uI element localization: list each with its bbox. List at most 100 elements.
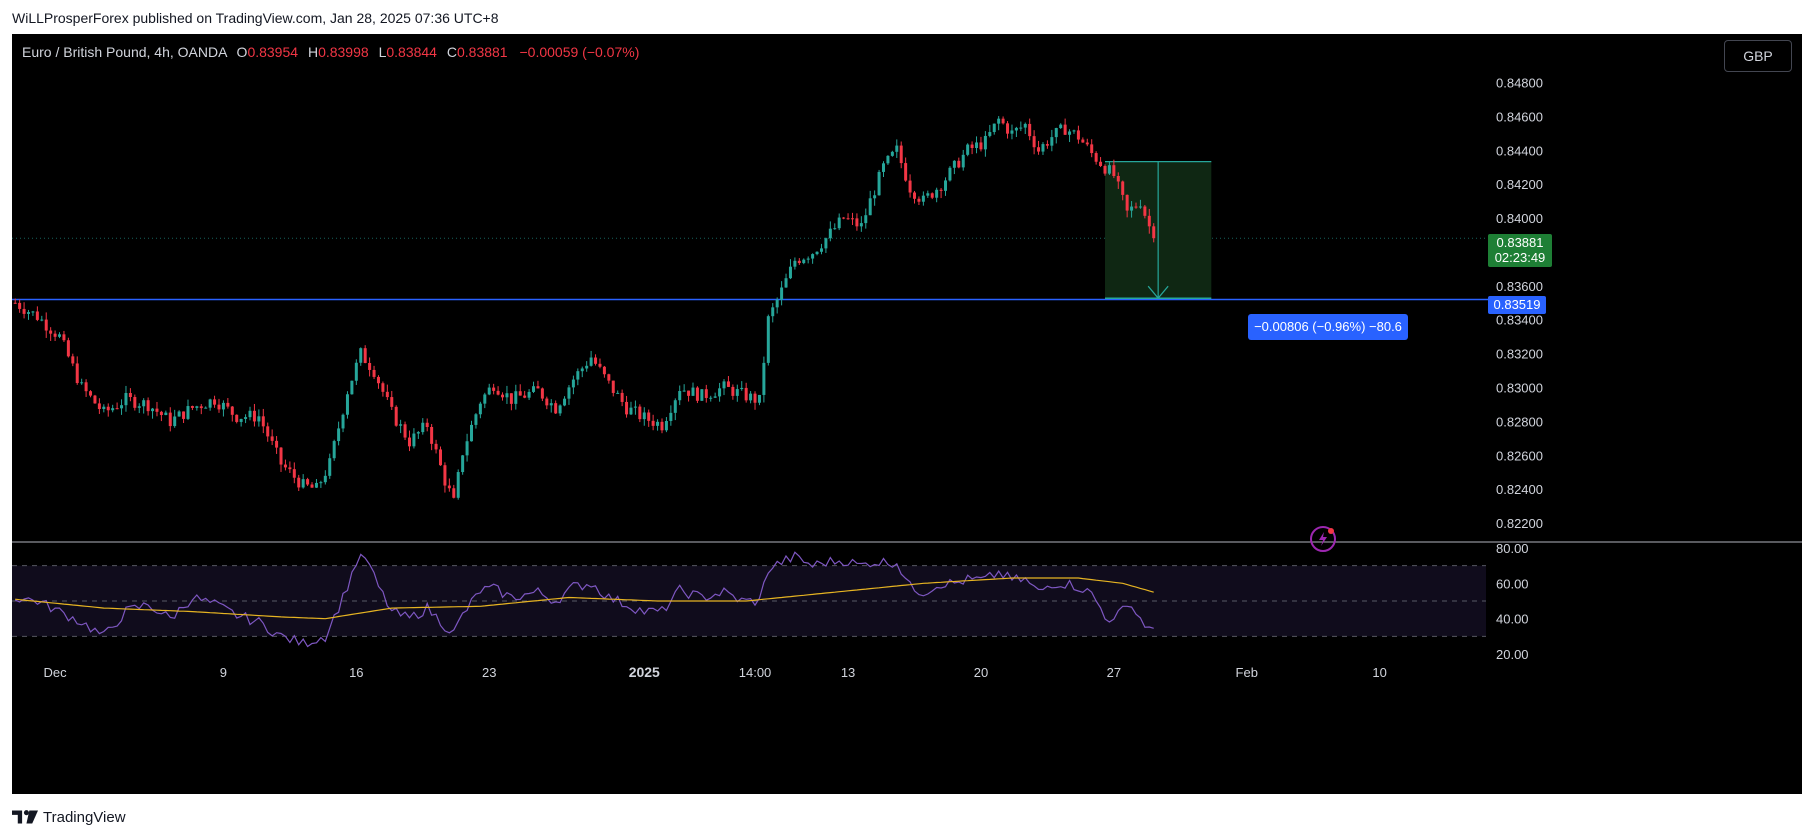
- candle-body: [1019, 127, 1023, 129]
- candle: [660, 418, 664, 434]
- candle: [983, 131, 987, 157]
- candle: [952, 160, 956, 175]
- time-tick-label: 2025: [629, 664, 660, 680]
- candle: [580, 366, 584, 378]
- rsi-tick-label: 60.00: [1496, 576, 1529, 591]
- candle: [509, 393, 513, 411]
- candle-body: [1103, 165, 1107, 174]
- candle: [1147, 208, 1151, 234]
- candle-body: [1001, 118, 1005, 124]
- candle-body: [784, 278, 788, 288]
- candle: [133, 394, 137, 411]
- candle-body: [926, 193, 930, 196]
- candle-body: [682, 390, 686, 392]
- candle: [868, 190, 872, 216]
- candle-body: [84, 382, 88, 392]
- candle: [487, 383, 491, 396]
- candle: [704, 384, 708, 403]
- candle: [252, 403, 256, 427]
- candle-body: [323, 475, 327, 483]
- candle: [1028, 118, 1032, 141]
- time-tick-label: Feb: [1236, 665, 1258, 680]
- candle-body: [1085, 142, 1089, 145]
- candle: [151, 407, 155, 419]
- candle: [642, 407, 646, 426]
- candle: [629, 401, 633, 416]
- candle: [350, 380, 354, 395]
- candle-body: [1138, 206, 1142, 208]
- candle-body: [788, 266, 792, 279]
- candle-body: [337, 428, 341, 442]
- candle: [766, 314, 770, 366]
- candle: [961, 149, 965, 171]
- candle-body: [567, 387, 571, 399]
- candle: [930, 192, 934, 200]
- candle: [1138, 199, 1142, 209]
- candle-body: [195, 406, 199, 408]
- candle: [430, 424, 434, 451]
- candle-body: [478, 403, 482, 415]
- candle-body: [261, 416, 265, 427]
- candle-body: [190, 406, 194, 408]
- candle-body: [186, 406, 190, 419]
- candle: [421, 418, 425, 435]
- candle-body: [22, 308, 26, 314]
- candle-body: [443, 465, 447, 486]
- candle-body: [27, 312, 31, 314]
- candle: [687, 390, 691, 402]
- candle-body: [651, 420, 655, 426]
- chart-frame[interactable]: 0.84800 0.84600 0.84400 0.84200 0.84000 0.836…: [12, 34, 1802, 794]
- candle: [749, 391, 753, 404]
- candle-body: [376, 376, 380, 384]
- currency-button[interactable]: GBP: [1724, 40, 1792, 72]
- candle-body: [691, 387, 695, 396]
- candle: [957, 157, 961, 169]
- candle: [815, 251, 819, 256]
- measure-label-box: [1248, 314, 1408, 340]
- candle: [908, 174, 912, 198]
- candle-body: [744, 387, 748, 401]
- candle-body: [673, 400, 677, 413]
- open-value: 0.83954: [247, 44, 299, 60]
- candle-body: [620, 392, 624, 402]
- candle: [859, 216, 863, 232]
- candle: [864, 208, 868, 229]
- footer-brand[interactable]: TradingView: [12, 806, 126, 828]
- candle: [314, 479, 318, 488]
- candle-body: [275, 440, 279, 448]
- candle: [532, 381, 536, 394]
- candle-body: [731, 386, 735, 396]
- candle: [518, 384, 522, 396]
- candle: [177, 410, 181, 417]
- candle: [257, 409, 261, 427]
- candle-body: [753, 393, 757, 403]
- candle: [997, 116, 1001, 131]
- candle-body: [235, 414, 239, 422]
- close-value: 0.83881: [456, 44, 508, 60]
- lightning-icon[interactable]: [1310, 526, 1336, 552]
- price-tick-label: 0.83600: [1496, 279, 1543, 294]
- candle-body: [208, 399, 212, 408]
- candle: [13, 298, 17, 304]
- candle-body: [407, 437, 411, 447]
- candle-body: [31, 311, 35, 313]
- candle-body: [904, 163, 908, 181]
- candle-body: [155, 408, 159, 412]
- candle: [1099, 157, 1103, 168]
- candle-body: [146, 400, 150, 412]
- candle-body: [660, 421, 664, 431]
- candle: [106, 403, 110, 417]
- candle-body: [647, 412, 651, 421]
- low-label: L: [378, 44, 387, 60]
- candle: [84, 379, 88, 397]
- chart-canvas[interactable]: 0.84800 0.84600 0.84400 0.84200 0.84000 0.836…: [12, 34, 1802, 794]
- candle-body: [966, 144, 970, 155]
- candle-body: [403, 424, 407, 438]
- candle: [483, 392, 487, 409]
- current-price-value: 0.83881: [1497, 235, 1544, 250]
- candle: [297, 474, 301, 492]
- candle-body: [580, 368, 584, 372]
- candle-body: [53, 333, 57, 337]
- price-tick-label: 0.82400: [1496, 482, 1543, 497]
- candle: [917, 196, 921, 206]
